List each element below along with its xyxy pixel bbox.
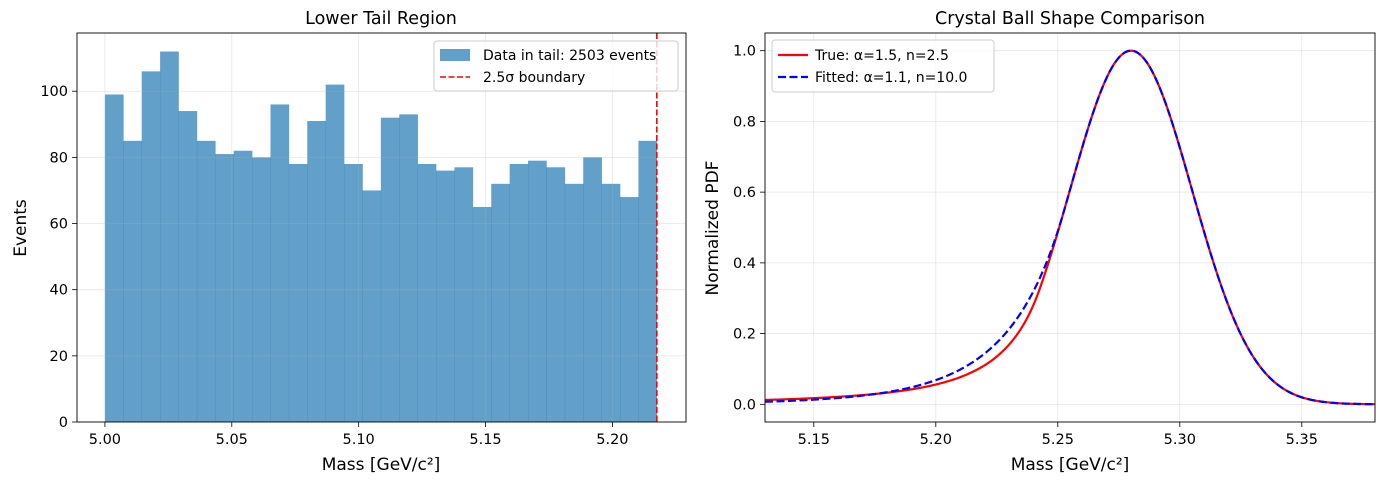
bars: [104, 51, 658, 423]
histogram-bar: [436, 170, 455, 422]
legend-label: 2.5σ boundary: [483, 70, 585, 86]
histogram-bar: [270, 104, 290, 423]
histogram-bar: [620, 197, 639, 422]
histogram-bar: [638, 140, 658, 423]
legend-swatch-bars: [440, 49, 470, 61]
y-axis-label: Normalized PDF: [703, 161, 723, 296]
histogram-bar: [123, 140, 143, 423]
histogram-bar: [307, 120, 326, 422]
x-tick-label: 5.25: [1042, 432, 1074, 448]
histogram-bar: [288, 163, 308, 422]
legend: Data in tail: 2503 events 2.5σ boundary: [433, 40, 679, 92]
x-tick-label: 5.20: [596, 432, 628, 448]
true-shape-line: [765, 49, 1375, 406]
histogram-bar: [454, 167, 474, 422]
y-tick-label: 20: [50, 349, 68, 365]
histogram-bar: [380, 117, 400, 423]
histogram-bar: [141, 71, 161, 422]
histogram-bar: [601, 183, 621, 422]
x-tick-label: 5.15: [798, 432, 830, 448]
x-tick-label: 5.30: [1164, 432, 1196, 448]
histogram-bar: [546, 167, 566, 422]
histogram-bar: [178, 111, 198, 422]
x-tick-label: 5.00: [89, 432, 121, 448]
histogram-bar: [509, 163, 529, 422]
x-axis-label: Mass [GeV/c²]: [322, 455, 441, 475]
y-tick-label: 0.6: [733, 185, 756, 201]
histogram-bar: [344, 163, 363, 422]
x-tick-label: 5.05: [216, 432, 248, 448]
histogram-bar: [528, 160, 547, 422]
chart-title: Lower Tail Region: [305, 9, 457, 29]
y-tick-label: 40: [50, 283, 68, 299]
y-tick-label: 80: [50, 150, 68, 166]
legend-label: True: α=1.5, n=2.5: [814, 48, 949, 64]
crystal-ball-panel: Crystal Ball Shape Comparison Mass [GeV/…: [703, 9, 1376, 475]
legend: True: α=1.5, n=2.5 Fitted: α=1.1, n=10.0: [771, 39, 995, 93]
y-tick-label: 0.4: [733, 256, 756, 272]
histogram-bar: [104, 94, 124, 422]
histogram-bar: [215, 154, 234, 422]
histogram-bar: [325, 84, 345, 422]
y-tick-label: 0: [59, 415, 68, 431]
histogram-bar: [491, 183, 510, 422]
histogram-bar: [583, 157, 602, 422]
x-tick-label: 5.20: [920, 432, 952, 448]
x-axis-label: Mass [GeV/c²]: [1011, 455, 1130, 475]
axes-frame: [76, 32, 687, 423]
chart-title: Crystal Ball Shape Comparison: [935, 9, 1205, 29]
histogram-bar: [362, 190, 382, 422]
legend-label: Fitted: α=1.1, n=10.0: [815, 70, 967, 86]
histogram-bar: [196, 140, 216, 423]
y-tick-label: 100: [40, 84, 68, 100]
y-tick-label: 1.0: [733, 44, 756, 60]
legend-box: [433, 40, 679, 92]
legend-box: [771, 39, 995, 93]
histogram-bar: [472, 206, 492, 422]
histogram-bar: [252, 157, 271, 422]
histogram-bar: [233, 150, 253, 423]
histogram-bar: [564, 183, 584, 422]
x-tick-label: 5.35: [1286, 432, 1318, 448]
histogram-bar: [399, 114, 418, 423]
histogram-bar: [160, 51, 179, 423]
histogram-panel: Lower Tail Region Mass [GeV/c²] Events 5…: [11, 9, 687, 475]
fitted-shape-line: [765, 49, 1375, 406]
legend-label: Data in tail: 2503 events: [483, 48, 656, 64]
y-tick-label: 60: [50, 217, 68, 233]
y-axis-label: Events: [11, 199, 31, 257]
x-tick-label: 5.10: [343, 432, 375, 448]
y-tick-label: 0.0: [733, 397, 756, 413]
histogram-bar: [417, 163, 437, 422]
y-tick-label: 0.2: [733, 327, 756, 343]
y-tick-label: 0.8: [733, 114, 756, 130]
x-tick-label: 5.15: [469, 432, 501, 448]
axes-frame: [764, 32, 1376, 423]
